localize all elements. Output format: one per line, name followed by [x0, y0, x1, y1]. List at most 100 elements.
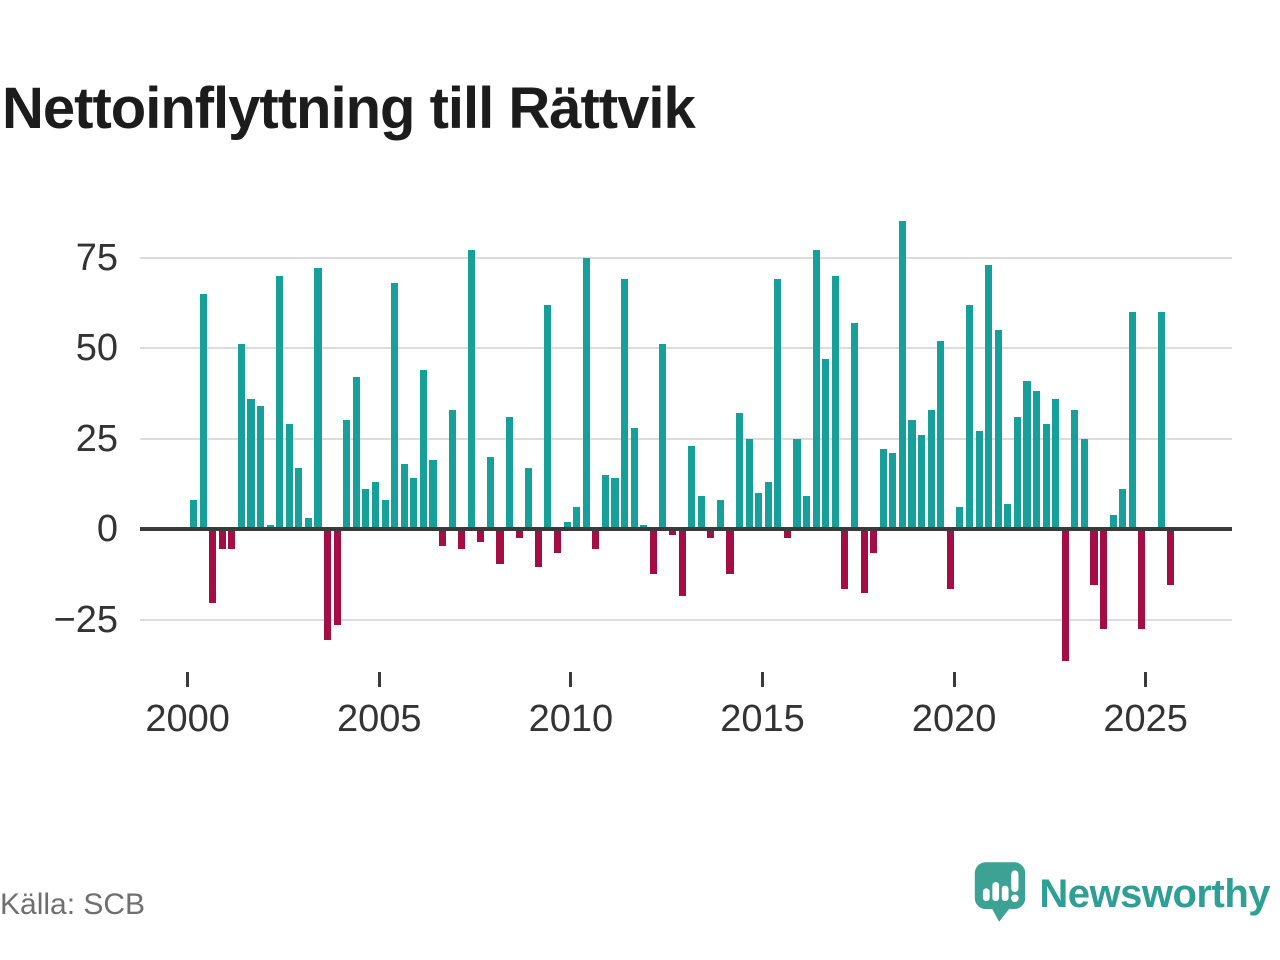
x-axis-tick [952, 672, 956, 687]
bar [1004, 503, 1012, 529]
bar [324, 531, 332, 640]
bar [726, 531, 734, 575]
bar [458, 531, 466, 550]
bar [515, 531, 523, 539]
bar [333, 531, 341, 626]
bar [237, 344, 245, 529]
bar [688, 445, 696, 529]
x-axis-label: 2015 [720, 698, 805, 740]
source-note: Källa: SCB [0, 888, 146, 921]
bar [1119, 489, 1127, 529]
bar [1032, 391, 1041, 529]
bar [209, 531, 217, 604]
x-axis-label: 2025 [1103, 698, 1188, 740]
bar [228, 531, 236, 550]
bar [850, 322, 859, 529]
y-axis-label: −25 [53, 598, 118, 641]
x-axis-label: 2010 [528, 698, 614, 740]
y-axis-label: 50 [75, 327, 118, 369]
bar [371, 481, 380, 529]
bar [841, 531, 849, 589]
bar [199, 293, 207, 529]
bar [831, 275, 839, 529]
gridline--25 [140, 618, 1232, 621]
bar [678, 531, 686, 597]
gridline-75 [140, 256, 1232, 259]
bar [486, 456, 495, 529]
bar [448, 409, 456, 529]
bar [410, 478, 418, 529]
bar [362, 489, 370, 529]
x-axis-tick [761, 672, 764, 687]
bar [1157, 311, 1165, 529]
bar [822, 358, 830, 529]
bar [1080, 438, 1088, 529]
bar [419, 369, 427, 529]
bar [1090, 531, 1098, 586]
y-axis-label: 0 [96, 508, 118, 550]
bar [314, 268, 322, 529]
bar [889, 453, 897, 529]
y-axis-label: 25 [75, 417, 118, 460]
bar [285, 424, 293, 529]
bar [563, 521, 571, 529]
bar [774, 279, 782, 529]
bar [611, 478, 619, 529]
bar [668, 531, 677, 535]
bar [1167, 531, 1175, 586]
bar [506, 416, 514, 529]
bar [391, 282, 399, 529]
bar [630, 427, 638, 529]
bar [1128, 311, 1136, 529]
bar [544, 304, 552, 529]
newsworthy-chart-bubble-icon [973, 860, 1027, 929]
bar [1052, 398, 1060, 529]
bar [621, 279, 629, 529]
bar [496, 531, 504, 564]
bar [343, 420, 351, 529]
bar [439, 531, 447, 546]
bar [812, 250, 820, 529]
bar [429, 460, 437, 529]
bar [937, 340, 945, 529]
bar [400, 463, 408, 529]
bar [1013, 416, 1021, 529]
x-axis-tick [377, 672, 381, 687]
bar [965, 304, 974, 529]
bar [1061, 531, 1069, 662]
x-axis-label: 2000 [145, 698, 230, 740]
bar [707, 531, 715, 539]
zero-axis-line [140, 527, 1232, 531]
bar [295, 467, 303, 529]
bar [918, 434, 926, 529]
bar [755, 492, 763, 529]
bar [927, 409, 935, 529]
bar [218, 531, 226, 550]
bar [793, 438, 801, 529]
x-axis-tick [186, 672, 190, 687]
bar [946, 531, 954, 589]
page-title: Nettoinflyttning till Rättvik [2, 75, 696, 141]
bar [898, 221, 906, 529]
bar [525, 467, 533, 529]
newsworthy-logo: Newsworthy [973, 860, 1270, 929]
bar [582, 257, 590, 529]
x-axis-label: 2005 [337, 698, 422, 740]
bar [592, 531, 600, 550]
bar [879, 449, 887, 529]
bar [994, 329, 1002, 529]
bar [649, 531, 657, 575]
bar [745, 438, 753, 529]
bar [381, 500, 389, 529]
bar [573, 507, 581, 529]
bar [247, 398, 255, 529]
bar [860, 531, 868, 593]
bar [189, 500, 198, 529]
bar [659, 344, 667, 529]
bar [764, 481, 772, 529]
x-axis-tick [569, 672, 573, 687]
y-axis-label: 75 [75, 236, 118, 279]
newsworthy-wordmark: Newsworthy [1039, 872, 1270, 916]
x-axis-label: 2020 [911, 698, 997, 740]
bar [553, 531, 562, 553]
